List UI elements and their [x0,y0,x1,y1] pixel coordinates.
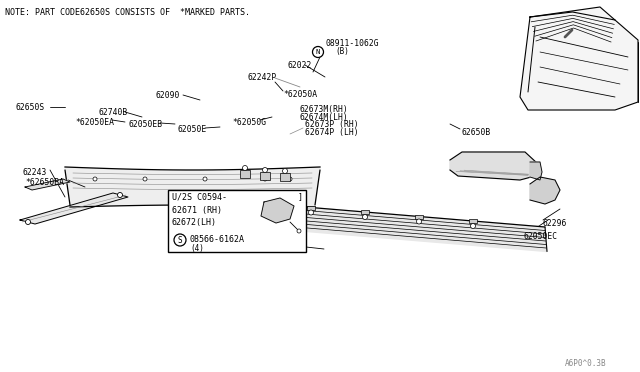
Circle shape [417,219,422,224]
Polygon shape [530,162,542,180]
Bar [469,219,477,223]
Text: 62673M(RH): 62673M(RH) [300,105,349,113]
Circle shape [174,234,186,246]
Text: 62673P (RH): 62673P (RH) [305,119,358,128]
Circle shape [282,169,287,173]
Text: 62050EC: 62050EC [524,231,558,241]
Text: ]: ] [298,192,303,202]
Polygon shape [25,179,70,190]
Circle shape [243,166,248,170]
Text: A6P0^0.3B: A6P0^0.3B [565,359,607,369]
Polygon shape [185,197,547,251]
Polygon shape [450,152,538,180]
Circle shape [263,177,267,181]
Bar [361,210,369,214]
Circle shape [118,192,122,198]
Text: 62243: 62243 [22,167,46,176]
Text: 62740B: 62740B [98,108,127,116]
Bar [260,172,270,180]
Text: NOTE: PART CODE62650S CONSISTS OF  *MARKED PARTS.: NOTE: PART CODE62650S CONSISTS OF *MARKE… [5,7,250,16]
Text: U/2S C0594-: U/2S C0594- [172,192,227,202]
Text: 62242P: 62242P [248,73,277,81]
Text: 08566-6162A: 08566-6162A [190,234,245,244]
Bar [240,170,250,178]
Circle shape [262,167,268,173]
Text: *62050EA: *62050EA [75,118,114,126]
Text: 08911-1062G: 08911-1062G [326,38,380,48]
Text: 62050E: 62050E [178,125,207,134]
Circle shape [93,177,97,181]
Text: 62050EB: 62050EB [128,119,162,128]
Circle shape [143,177,147,181]
Polygon shape [530,177,560,204]
Text: *62050A: *62050A [283,90,317,99]
Text: (B): (B) [335,46,349,55]
Bar [415,215,423,218]
Circle shape [255,205,259,211]
Polygon shape [20,193,128,224]
Text: 62650S: 62650S [15,103,44,112]
Bar [280,173,290,181]
Text: 62672(LH): 62672(LH) [172,218,217,227]
Text: 62674P (LH): 62674P (LH) [305,128,358,137]
Circle shape [26,219,31,224]
Circle shape [362,215,367,219]
Bar [307,205,315,209]
Circle shape [312,46,323,58]
Text: N: N [316,49,320,55]
Text: *62050G: *62050G [232,118,266,126]
Polygon shape [520,7,638,110]
Polygon shape [261,198,294,223]
Text: 62022: 62022 [288,61,312,70]
Circle shape [308,210,314,215]
Bar [253,201,261,205]
Text: 62674M(LH): 62674M(LH) [300,112,349,122]
Text: 62650B: 62650B [462,128,492,137]
Text: 62296: 62296 [543,218,568,228]
Polygon shape [65,167,320,207]
FancyBboxPatch shape [168,190,306,252]
Text: 62671 (RH): 62671 (RH) [172,205,222,215]
Circle shape [297,229,301,233]
Circle shape [288,177,292,181]
Text: *62650BA: *62650BA [25,177,64,186]
Circle shape [203,177,207,181]
Text: S: S [178,235,182,244]
Circle shape [470,224,476,228]
Text: 62090: 62090 [155,90,179,99]
Text: (4): (4) [190,244,204,253]
